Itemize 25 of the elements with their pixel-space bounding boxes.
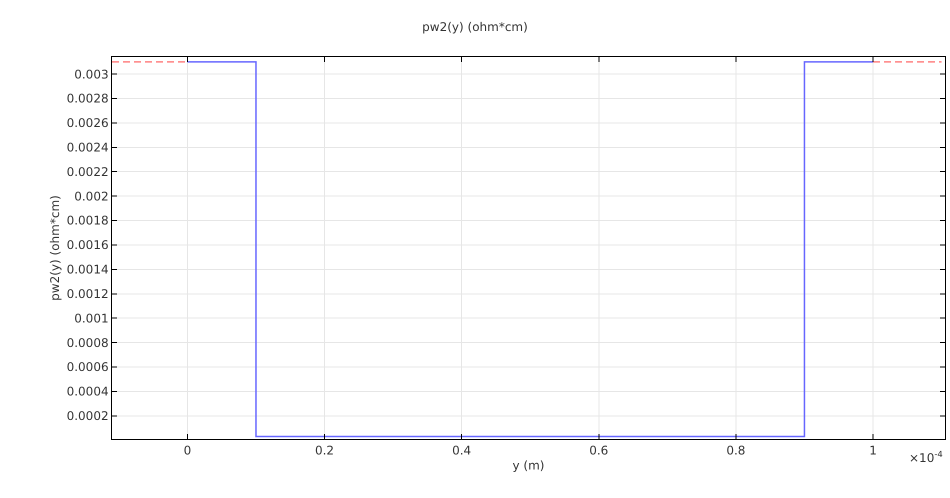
y-tick-label: 0.002 [74, 189, 109, 204]
x-axis-title: y (m) [512, 458, 544, 472]
text: ×10$^{-4}$ [909, 449, 943, 466]
y-tick-label: 0.0028 [66, 92, 109, 106]
y-tick-label: 0.0024 [66, 140, 109, 155]
y-tick-label: 0.0006 [66, 360, 109, 374]
y-tick-label: 0.0004 [66, 384, 109, 399]
y-tick-label: 0.0026 [66, 116, 109, 130]
y-tick-label: 0.003 [74, 67, 109, 82]
y-tick-label: 0.0014 [66, 262, 109, 277]
y-tick-label: 0.0002 [66, 409, 109, 424]
x-tick-label: 0.6 [589, 443, 608, 458]
x-tick-label: 0.4 [452, 443, 472, 458]
y-tick-label: 0.0012 [66, 286, 109, 301]
x-tick-label: 0 [184, 443, 192, 458]
y-tick-label: 0.0018 [66, 214, 109, 228]
x-tick-label: 0.2 [314, 443, 334, 458]
y-tick-label: 0.001 [74, 311, 109, 326]
chart-title: pw2(y) (ohm*cm) [422, 20, 528, 34]
x-tick-label: 1 [869, 443, 877, 458]
y-axis-title: pw2(y) (ohm*cm) [48, 195, 62, 301]
y-tick-label: 0.0008 [66, 336, 109, 350]
x-tick-label: 0.8 [726, 443, 746, 458]
y-tick-label: 0.0022 [66, 164, 109, 179]
y-tick-label: 0.0016 [66, 238, 109, 252]
